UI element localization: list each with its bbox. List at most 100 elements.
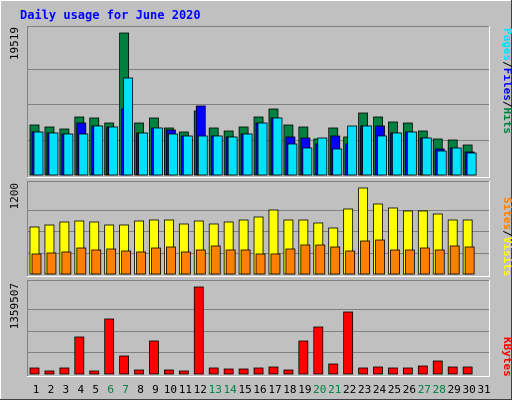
bar-sites-day-29 — [449, 245, 460, 275]
x-tick-day-9: 9 — [152, 383, 159, 396]
bar-pages-day-17 — [272, 117, 283, 176]
bar-kbytes-day-24 — [373, 366, 383, 375]
bar-pages-day-16 — [257, 122, 268, 176]
bar-pages-day-18 — [287, 143, 298, 176]
bar-kbytes-day-10 — [164, 369, 174, 375]
x-tick-day-18: 18 — [283, 383, 296, 396]
x-tick-day-3: 3 — [63, 383, 70, 396]
x-tick-day-17: 17 — [268, 383, 281, 396]
legend-pages: Pages — [501, 28, 512, 61]
x-tick-day-25: 25 — [388, 383, 401, 396]
panels-group: 19519Pages/Files/Hits1200Sites/Visits135… — [8, 26, 512, 377]
bar-kbytes-day-17 — [268, 366, 279, 375]
panel-top-side-legend: Pages/Files/Hits — [501, 28, 512, 134]
bar-pages-day-20 — [317, 137, 328, 176]
bar-kbytes-day-16 — [253, 367, 264, 375]
x-tick-day-7: 7 — [122, 383, 129, 396]
legend-separator: / — [501, 230, 512, 237]
bar-sites-day-13 — [210, 245, 221, 275]
bar-kbytes-day-14 — [223, 368, 234, 375]
bar-pages-day-27 — [421, 137, 432, 176]
bar-kbytes-day-13 — [208, 367, 219, 375]
bar-kbytes-day-9 — [149, 340, 159, 375]
bar-kbytes-day-28 — [432, 360, 443, 375]
x-tick-day-31: 31 — [477, 383, 490, 396]
legend-separator: / — [501, 61, 512, 68]
bar-pages-day-24 — [377, 135, 387, 176]
bar-pages-day-28 — [436, 150, 447, 176]
bar-pages-day-2 — [48, 132, 59, 176]
bar-kbytes-day-7 — [119, 355, 130, 375]
bar-sites-day-22 — [345, 250, 356, 275]
bar-kbytes-day-3 — [59, 367, 70, 375]
bar-pages-day-19 — [302, 147, 313, 176]
bar-pages-day-4 — [78, 133, 89, 176]
bar-kbytes-day-12 — [193, 286, 204, 375]
x-tick-day-29: 29 — [448, 383, 461, 396]
bar-kbytes-day-1 — [29, 367, 40, 375]
bar-pages-day-3 — [63, 133, 74, 176]
bar-pages-day-7 — [123, 77, 134, 176]
bar-kbytes-day-5 — [89, 370, 100, 375]
bar-pages-day-5 — [93, 125, 104, 176]
x-tick-day-5: 5 — [92, 383, 99, 396]
bar-pages-day-13 — [212, 135, 223, 176]
panel-top-max-label: 19519 — [8, 27, 21, 60]
bar-sites-day-7 — [121, 250, 132, 275]
bar-sites-day-15 — [240, 249, 251, 275]
x-tick-day-16: 16 — [253, 383, 266, 396]
x-tick-day-28: 28 — [433, 383, 446, 396]
bar-kbytes-day-18 — [283, 369, 294, 375]
bar-pages-day-12 — [197, 135, 208, 176]
x-tick-day-6: 6 — [107, 383, 114, 396]
bar-pages-day-22 — [347, 125, 358, 176]
bar-sites-day-18 — [285, 248, 296, 275]
x-tick-day-26: 26 — [403, 383, 416, 396]
bar-kbytes-day-21 — [328, 363, 339, 375]
bar-kbytes-day-27 — [417, 365, 428, 375]
bar-pages-day-11 — [182, 135, 193, 176]
bar-sites-day-21 — [330, 246, 341, 275]
bar-sites-day-9 — [151, 247, 161, 275]
bar-kbytes-day-23 — [358, 367, 368, 375]
bar-sites-day-24 — [375, 239, 385, 275]
bar-pages-day-29 — [451, 147, 462, 176]
bar-kbytes-day-15 — [238, 368, 249, 375]
bar-kbytes-day-29 — [447, 366, 458, 375]
bar-sites-day-10 — [166, 246, 176, 275]
x-tick-day-13: 13 — [209, 383, 222, 396]
bar-sites-day-27 — [419, 247, 430, 275]
bar-sites-day-1 — [31, 253, 42, 275]
x-axis-labels: 1 2 3 4 5 6 7 8 9 10 11 12 13 14 15 16 17 18 19 20 21 22 23 24 2… — [33, 383, 491, 396]
bar-kbytes-day-30 — [462, 366, 473, 375]
bar-pages-day-26 — [406, 131, 417, 176]
bar-pages-day-9 — [153, 127, 163, 176]
bar-kbytes-day-11 — [178, 370, 189, 375]
panel-bottom: 1359507 KBytes — [8, 280, 512, 377]
bar-sites-day-6 — [106, 248, 117, 275]
bar-pages-day-14 — [227, 136, 238, 176]
panel-bottom-side-legend: KBytes — [501, 337, 512, 377]
x-tick-day-11: 11 — [179, 383, 192, 396]
bar-pages-day-23 — [362, 125, 372, 176]
panel-bottom-max-label: 1359507 — [8, 283, 21, 329]
legend-kbytes: KBytes — [501, 337, 512, 377]
x-tick-day-2: 2 — [48, 383, 55, 396]
bar-pages-day-15 — [242, 133, 253, 176]
bar-sites-day-28 — [434, 249, 445, 275]
legend-hits: Hits — [501, 108, 512, 135]
panel-middle-max-label: 1200 — [8, 183, 21, 210]
x-tick-day-19: 19 — [298, 383, 311, 396]
bar-sites-day-30 — [464, 246, 475, 275]
x-tick-day-20: 20 — [313, 383, 326, 396]
bar-kbytes-day-25 — [388, 367, 398, 375]
bar-pages-day-21 — [332, 148, 343, 176]
bar-sites-day-23 — [360, 240, 370, 275]
bar-kbytes-day-8 — [134, 369, 144, 375]
x-tick-day-10: 10 — [164, 383, 177, 396]
bar-sites-day-5 — [91, 249, 102, 275]
x-tick-day-15: 15 — [238, 383, 251, 396]
x-tick-day-12: 12 — [194, 383, 207, 396]
bar-kbytes-day-6 — [104, 318, 115, 375]
